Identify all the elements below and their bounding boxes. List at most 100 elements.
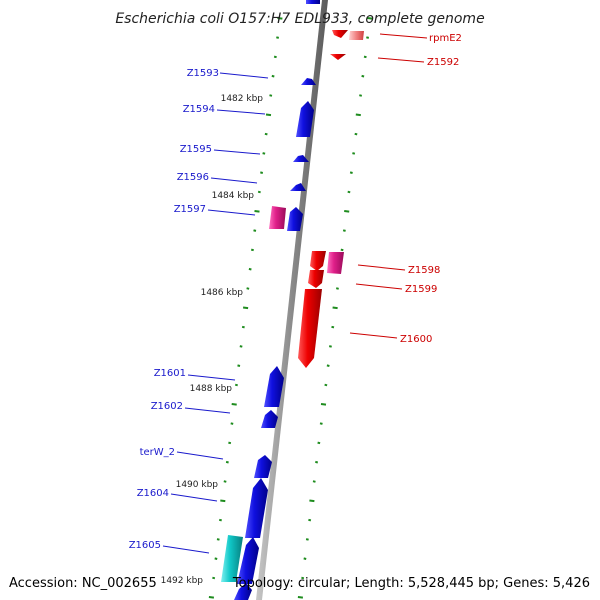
gene-label-rpme2[interactable]: rpmE2 [429,33,462,44]
inner-tick [262,152,266,155]
gene-label-z1596[interactable]: Z1596 [177,172,209,183]
gene-label-z1601[interactable]: Z1601 [154,368,186,379]
gene-label-z1598[interactable]: Z1598 [408,265,440,276]
inner-tick [234,383,238,387]
gene-arrow-z1602 [261,410,278,428]
inner-tick [273,55,277,59]
topology-text: Topology: circular; Length: 5,528,445 bp… [232,576,590,591]
gene-arrow-z1598-b [327,252,344,274]
outer-tick [342,229,346,232]
scale-label: 1482 kbp [221,94,264,104]
outer-tick [355,113,361,117]
outer-tick [344,210,350,213]
gene-label-z1602[interactable]: Z1602 [151,401,183,412]
map-title: Escherichia coli O157:H7 EDL933, complet… [115,11,484,27]
gene-arrow-z1597-b [287,207,303,231]
gene-arrow-z1599 [308,270,324,288]
inner-tick [212,576,216,580]
gene-features [221,0,364,600]
inner-tick [241,325,245,329]
outer-tick [320,403,327,406]
outer-tick [297,596,304,599]
inner-tick [214,557,218,560]
gene-arrow-z1594 [296,101,314,137]
inner-tick [277,17,283,20]
inner-tick [269,94,273,97]
gene-arrow-terw2 [254,455,272,478]
inner-tick [225,460,229,464]
outer-tick [319,422,323,425]
inner-tick [246,287,250,290]
inner-tick [218,518,222,522]
gene-arrow-z1605-b [237,537,259,584]
scale-label: 1484 kbp [212,191,255,201]
outer-tick [331,325,335,329]
gene-arrow-z1600 [298,289,322,368]
outer-tick [354,132,358,136]
inner-tick [257,190,261,194]
genome-backbone [256,0,328,600]
gene-label-z1600[interactable]: Z1600 [400,334,432,345]
scale-label: 1488 kbp [190,384,233,394]
gene-label-z1592[interactable]: Z1592 [427,57,459,68]
outer-tick [326,364,330,367]
gene-arrow-z1596 [290,183,306,191]
inner-tick [216,538,220,541]
outer-tick [317,441,321,445]
inner-tick [239,345,243,348]
gene-arrow-bottom [234,583,252,600]
gene-label-z1604[interactable]: Z1604 [137,488,169,499]
gene-arrow-z1597 [269,206,286,229]
inner-tick [231,403,237,406]
outer-tick [367,17,373,20]
outer-tick [352,152,356,155]
gene-label-z1593[interactable]: Z1593 [187,68,219,79]
inner-tick [230,422,234,425]
gene-arrow-rpme2 [332,30,348,38]
outer-tick [324,383,328,387]
inner-tick [228,441,232,445]
inner-tick [265,113,272,117]
inner-tick [248,267,252,271]
gene-label-z1597[interactable]: Z1597 [174,204,206,215]
outer-tick [303,557,307,560]
inner-tick [264,132,268,136]
outer-tick [309,499,315,503]
gene-label-z1599[interactable]: Z1599 [405,284,437,295]
gene-arrow-z1604 [245,478,268,538]
outer-tick [361,74,365,78]
inner-tick [220,499,226,503]
inner-tick [276,36,280,39]
gene-arrow-rpme2-b [349,31,364,40]
accession-text: Accession: NC_002655 [9,576,157,591]
outer-tick [308,518,312,522]
outer-tick [366,36,370,39]
inner-tick [260,171,264,174]
gene-label-terw2[interactable]: terW_2 [140,447,175,458]
inner-tick [208,596,215,599]
gene-arrow-z1595 [293,155,309,162]
scale-label: 1486 kbp [201,288,244,298]
outer-tick [363,55,367,59]
scale-label: 1490 kbp [176,480,219,490]
gene-arrow-z1592 [330,54,346,60]
inner-tick [253,229,257,232]
outer-tick [340,248,344,252]
outer-tick [332,306,338,310]
inner-tick [237,364,241,367]
gene-arrow-z1593 [301,78,316,85]
inner-tick [254,210,260,213]
outer-tick [359,94,363,97]
outer-tick [347,190,351,194]
tick-marks [208,17,373,599]
inner-tick [250,248,254,252]
outer-tick [349,171,353,174]
gene-arrow-z1598 [310,251,326,271]
inner-tick [271,74,275,78]
outer-tick [305,538,309,541]
gene-label-z1595[interactable]: Z1595 [180,144,212,155]
gene-label-z1605[interactable]: Z1605 [129,540,161,551]
inner-tick [223,480,227,483]
gene-label-z1594[interactable]: Z1594 [183,104,215,115]
